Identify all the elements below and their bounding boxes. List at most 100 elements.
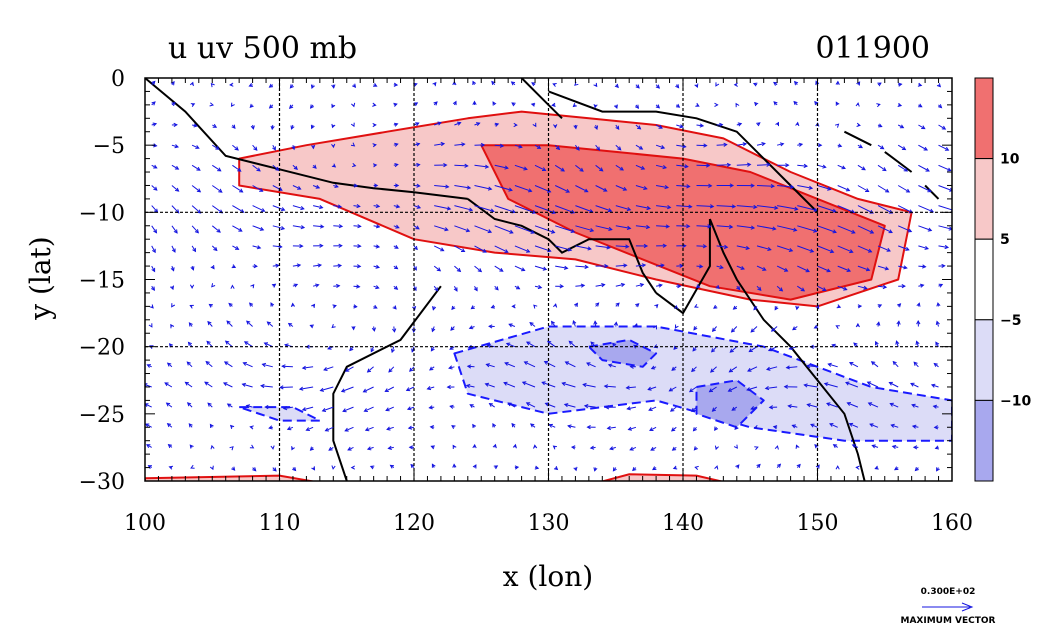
wind-vector-head	[521, 267, 526, 272]
wind-vector-shaft	[272, 205, 285, 211]
wind-vector-451	[595, 302, 600, 307]
wind-vector-145	[292, 185, 302, 190]
wind-vector-head	[152, 248, 156, 254]
wind-vector-680	[835, 80, 840, 85]
wind-vector-shaft	[575, 205, 593, 213]
wind-vector-81	[230, 102, 235, 108]
wind-vector-head	[866, 381, 872, 386]
wind-vector-376	[507, 402, 516, 408]
wind-vector-698	[832, 444, 838, 449]
wind-vector-head	[800, 287, 806, 292]
wind-vector-640	[794, 80, 799, 86]
wind-vector-head	[218, 188, 223, 193]
wind-vector-shaft	[385, 386, 395, 392]
wind-vector-339	[472, 464, 477, 469]
wind-vector-shaft	[565, 361, 576, 368]
contour-shading	[145, 110, 952, 481]
wind-vector-head	[835, 80, 840, 85]
wind-vector-690	[837, 285, 848, 291]
wind-vector-head	[315, 184, 321, 189]
wind-vector-174	[301, 365, 314, 370]
wind-vector-head	[281, 364, 286, 369]
wind-vector-head	[264, 404, 269, 410]
colorbar-band-2	[974, 238, 994, 321]
wind-vector-16	[145, 403, 152, 408]
wind-vector-head	[544, 402, 550, 407]
wind-vector-7	[151, 225, 158, 234]
wind-vector-178	[309, 446, 314, 451]
wind-vector-60	[210, 82, 215, 88]
wind-vector-702	[856, 122, 861, 127]
wind-vector-355	[484, 382, 495, 388]
wind-vector-shaft	[151, 205, 158, 213]
wind-vector-head	[655, 84, 661, 89]
wind-vector-head	[915, 340, 920, 345]
wind-vector-shaft	[474, 164, 489, 168]
wind-vector-shaft	[433, 245, 444, 252]
wind-vector-shaft	[454, 143, 465, 146]
wind-vector-head	[268, 104, 274, 109]
wind-vector-shaft	[341, 386, 354, 392]
wind-vector-229	[373, 264, 381, 269]
wind-vector-head	[171, 102, 176, 107]
wind-vector-head	[728, 368, 733, 373]
wind-vector-head	[604, 263, 609, 269]
wind-vector-head	[779, 142, 785, 147]
wind-vector-head	[686, 184, 691, 189]
wind-vector-shaft	[526, 402, 536, 408]
wind-vector-head	[523, 166, 528, 171]
wind-vector-672	[813, 324, 819, 329]
wind-vector-shaft	[353, 205, 360, 207]
wind-vector-73	[206, 340, 213, 348]
wind-vector-shaft	[211, 225, 221, 233]
wind-vector-shaft	[212, 144, 220, 150]
wind-vector-head	[865, 267, 871, 272]
wind-vector-shaft	[615, 205, 631, 211]
wind-vector-head	[835, 325, 840, 329]
wind-vector-head	[510, 81, 516, 86]
wind-vector-head	[774, 445, 779, 450]
wind-vector-head	[452, 100, 457, 106]
wind-vector-head	[766, 162, 771, 167]
wind-vector-shaft	[486, 363, 495, 368]
wind-vector-403	[554, 144, 561, 151]
wind-vector-head	[603, 384, 609, 389]
wind-vector-122	[270, 124, 275, 131]
wind-vector-head	[643, 185, 648, 190]
wind-vector-head	[653, 344, 658, 349]
wind-vector-head	[785, 365, 791, 370]
wind-vector-595	[727, 386, 738, 392]
wind-vector-head	[917, 82, 923, 87]
wind-vector-554	[691, 366, 697, 373]
wind-vector-486	[635, 205, 652, 211]
wind-vector-213	[349, 346, 354, 352]
wind-vector-292	[431, 326, 436, 333]
wind-vector-shaft	[804, 384, 818, 388]
wind-vector-759	[894, 466, 899, 471]
wind-vector-head	[465, 228, 471, 233]
wind-vector-head	[869, 229, 875, 234]
wind-vector-head	[638, 145, 644, 150]
wind-vector-head	[146, 444, 151, 448]
wind-vector-9	[151, 265, 156, 273]
wind-vector-head	[927, 227, 933, 232]
wind-vector-189	[333, 263, 343, 268]
wind-vector-head	[504, 165, 509, 170]
wind-vector-head	[888, 209, 894, 214]
wind-vector-684	[837, 164, 846, 170]
wind-vector-head	[188, 322, 193, 327]
wind-vector-shaft	[564, 403, 576, 408]
wind-vector-shaft	[583, 384, 596, 388]
wind-vector-shaft	[918, 164, 930, 172]
wind-vector-head	[488, 324, 493, 329]
wind-vector-head	[573, 466, 578, 472]
wind-vector-head	[351, 163, 357, 168]
wind-vector-head	[375, 285, 380, 290]
wind-vector-shaft	[494, 265, 504, 272]
wind-vector-464	[615, 164, 624, 171]
wind-vector-302	[454, 121, 462, 126]
wind-vector-shaft	[166, 402, 173, 408]
wind-vector-shaft	[911, 404, 919, 408]
wind-vector-432	[572, 320, 577, 327]
wind-vector-head	[268, 83, 274, 88]
